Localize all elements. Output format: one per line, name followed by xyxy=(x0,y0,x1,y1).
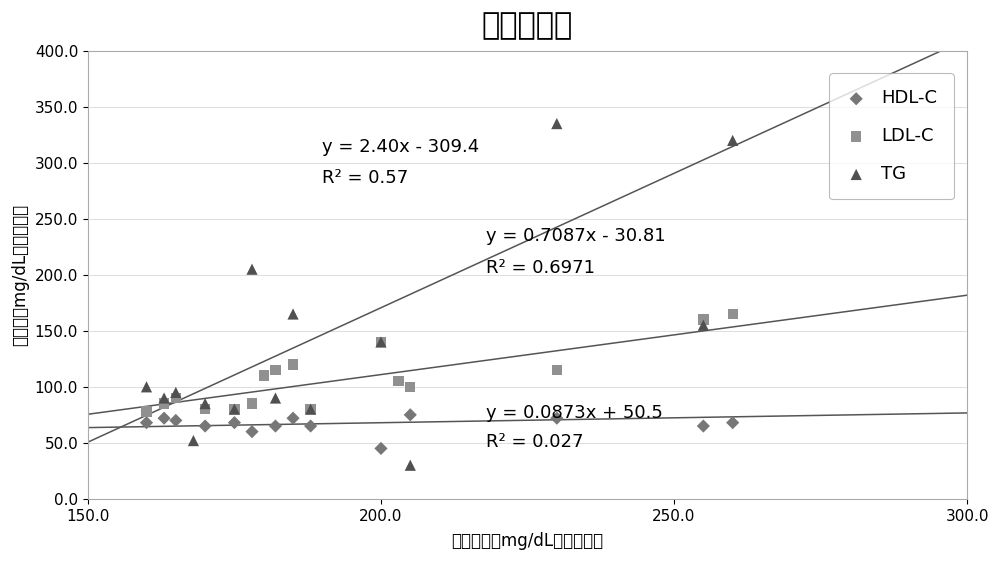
TG xyxy=(185,436,201,445)
HDL-C xyxy=(168,416,184,425)
LDL-C xyxy=(168,393,184,402)
Title: 样品脂质值: 样品脂质值 xyxy=(482,11,573,40)
Y-axis label: 脂质值，mg/dL，参考测定: 脂质值，mg/dL，参考测定 xyxy=(11,204,29,346)
TG xyxy=(725,136,741,145)
LDL-C xyxy=(695,315,711,324)
Text: R² = 0.57: R² = 0.57 xyxy=(322,169,409,187)
LDL-C xyxy=(197,404,213,413)
LDL-C xyxy=(139,407,155,416)
Text: y = 0.0873x + 50.5: y = 0.0873x + 50.5 xyxy=(486,404,663,422)
TG xyxy=(197,399,213,408)
HDL-C xyxy=(725,418,741,427)
TG xyxy=(373,338,389,347)
TG xyxy=(402,461,418,470)
TG xyxy=(156,393,172,402)
HDL-C xyxy=(695,421,711,430)
HDL-C xyxy=(226,418,242,427)
Text: y = 2.40x - 309.4: y = 2.40x - 309.4 xyxy=(322,137,480,155)
HDL-C xyxy=(197,421,213,430)
TG xyxy=(139,383,155,392)
TG xyxy=(244,265,260,274)
X-axis label: 总胆固醇，mg/dL，参考测定: 总胆固醇，mg/dL，参考测定 xyxy=(451,532,604,550)
HDL-C xyxy=(303,421,319,430)
TG xyxy=(549,119,565,128)
TG xyxy=(285,310,301,319)
HDL-C xyxy=(373,444,389,453)
HDL-C xyxy=(549,413,565,422)
HDL-C xyxy=(285,413,301,422)
TG xyxy=(168,388,184,397)
Text: y = 0.7087x - 30.81: y = 0.7087x - 30.81 xyxy=(486,227,666,245)
LDL-C xyxy=(725,310,741,319)
LDL-C xyxy=(244,399,260,408)
LDL-C xyxy=(226,404,242,413)
TG xyxy=(303,404,319,413)
TG xyxy=(695,321,711,330)
LDL-C xyxy=(549,366,565,375)
TG xyxy=(226,404,242,413)
LDL-C xyxy=(285,360,301,369)
LDL-C xyxy=(402,383,418,392)
LDL-C xyxy=(267,366,283,375)
Legend: HDL-C, LDL-C, TG: HDL-C, LDL-C, TG xyxy=(829,73,954,200)
LDL-C xyxy=(373,338,389,347)
HDL-C xyxy=(402,410,418,419)
LDL-C xyxy=(156,399,172,408)
HDL-C xyxy=(267,421,283,430)
HDL-C xyxy=(156,413,172,422)
HDL-C xyxy=(139,418,155,427)
Text: R² = 0.6971: R² = 0.6971 xyxy=(486,259,595,277)
LDL-C xyxy=(303,404,319,413)
Text: R² = 0.027: R² = 0.027 xyxy=(486,433,584,451)
LDL-C xyxy=(256,371,272,380)
TG xyxy=(267,393,283,402)
HDL-C xyxy=(244,427,260,436)
LDL-C xyxy=(391,377,407,386)
